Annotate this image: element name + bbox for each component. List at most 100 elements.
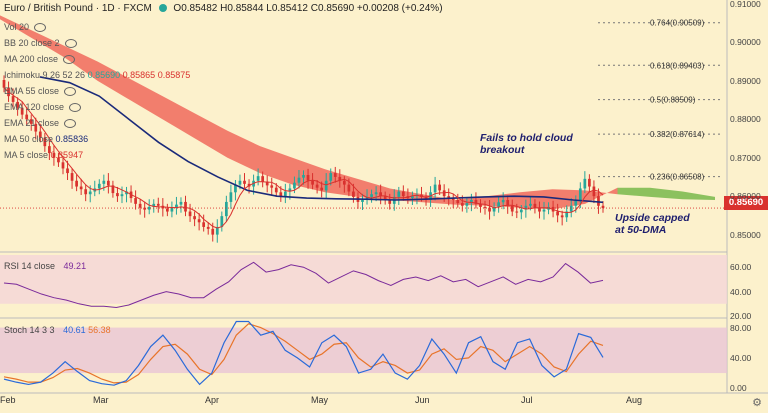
candle-body [578, 188, 582, 200]
eye-hidden-icon[interactable] [69, 103, 82, 113]
candle-body [202, 222, 206, 227]
stoch-legend[interactable]: Stoch 14 3 3 40.61 56.38 [4, 325, 111, 335]
rsi-axis-tick: 40.00 [730, 286, 752, 297]
candle-body [293, 182, 296, 189]
ma5-line [3, 87, 604, 229]
candle-body [370, 194, 373, 197]
eye-hidden-icon[interactable] [63, 55, 76, 65]
ichimoku-cloud-segment [682, 191, 715, 200]
candle-body [57, 157, 60, 163]
candle-body [401, 191, 405, 197]
candle-body [315, 184, 319, 188]
candle-body [107, 180, 110, 186]
candle-body [597, 196, 600, 206]
candle-body [175, 204, 178, 208]
legend-ema21[interactable]: EMA 21 close [4, 118, 77, 129]
candle-body [170, 207, 174, 212]
candle-body [270, 185, 274, 188]
eye-hidden-icon[interactable] [64, 87, 77, 97]
interval[interactable]: 1D [101, 3, 115, 14]
ma50-value: 0.85836 [55, 134, 89, 144]
candle-body [352, 191, 355, 197]
ichimoku-cloud-segment [32, 30, 65, 58]
eye-hidden-icon[interactable] [34, 23, 47, 33]
candle-body [193, 216, 196, 220]
rsi-value: 49.21 [63, 261, 87, 271]
market-status-icon [158, 4, 167, 13]
stoch-axis-tick: 0.00 [730, 383, 747, 394]
candle-body [288, 188, 292, 192]
ichimoku-cloud-segment [650, 187, 683, 200]
candle-body [283, 191, 287, 197]
candle-body [156, 203, 160, 206]
ichimoku-value-1: 0.85690 [87, 70, 121, 80]
candle-body [120, 194, 124, 197]
gear-icon[interactable]: ⚙ [752, 397, 762, 409]
ichimoku-cloud-segment [195, 113, 228, 158]
candle-body [302, 175, 305, 178]
candle-body [542, 209, 546, 212]
ichimoku-value-3: 0.85875 [157, 70, 191, 80]
rsi-line [3, 261, 604, 308]
candle-body [451, 198, 455, 200]
legend-bb-label: BB 20 close 2 [4, 38, 60, 48]
candle-body [479, 203, 482, 207]
time-axis-label: Jul [521, 395, 533, 405]
legend-ichimoku[interactable]: Ichimoku 9 26 52 26 0.85690 0.85865 0.85… [4, 70, 190, 80]
candle-body [243, 180, 246, 184]
candle-body [297, 177, 301, 183]
price-axis-tick: 0.87000 [730, 152, 761, 163]
legend-ma5[interactable]: MA 5 close 0.85947 [4, 150, 83, 160]
legend-bb[interactable]: BB 20 close 2 [4, 38, 77, 49]
legend-ma5-label: MA 5 close [4, 150, 49, 160]
candle-body [442, 190, 446, 197]
legend-vol[interactable]: Vol 20 [4, 22, 47, 33]
legend-ma50[interactable]: MA 50 close 0.85836 [4, 134, 88, 144]
candle-body [20, 107, 24, 115]
candle-body [88, 191, 92, 195]
candle-body [116, 193, 119, 197]
candle-body [224, 201, 228, 217]
candle-body [43, 137, 47, 147]
ichimoku-cloud-segment [97, 61, 130, 100]
candle-body [61, 162, 65, 169]
rsi-axis-tick: 60.00 [730, 262, 752, 273]
candle-body [483, 206, 487, 208]
candle-body [388, 200, 392, 204]
rsi-title: RSI 14 close [4, 261, 56, 271]
exchange: FXCM [123, 3, 152, 14]
legend-ema55[interactable]: EMA 55 close [4, 86, 77, 97]
candle-body [220, 216, 224, 227]
candle-body [338, 176, 342, 181]
candle-body [97, 183, 101, 189]
symbol-name[interactable]: Euro / British Pound [4, 3, 93, 14]
annotation-upside-line2: at 50-DMA [615, 224, 667, 236]
time-axis-label: Mar [93, 395, 109, 405]
time-axis-label: May [311, 395, 329, 405]
candle-body [152, 203, 156, 207]
candle-body [238, 180, 242, 185]
stoch-axis-tick: 80.00 [730, 322, 752, 333]
candle-body [206, 226, 210, 229]
annotation-upside-capped: Upside capped at 50-DMA [615, 212, 690, 236]
rsi-axis-tick: 20.00 [730, 311, 752, 321]
stoch-k-line [3, 320, 604, 386]
legend-ma200[interactable]: MA 200 close [4, 54, 76, 65]
eye-hidden-icon[interactable] [64, 39, 77, 49]
eye-hidden-icon[interactable] [64, 119, 77, 129]
candle-body [438, 184, 441, 191]
annotation-upside-line1: Upside capped [615, 212, 690, 224]
candle-body [29, 119, 33, 124]
stoch-k-value: 40.61 [63, 325, 86, 335]
candle-body [592, 186, 596, 197]
legend-vol-label: Vol 20 [4, 22, 30, 32]
candle-body [333, 173, 337, 177]
legend-ema120[interactable]: EMA 120 close [4, 102, 82, 113]
ma5-value: 0.85947 [50, 150, 84, 160]
candle-body [229, 192, 233, 202]
fib-level-label: 0.382(0.87614) [650, 130, 705, 139]
price-axis-tick: 0.88000 [730, 114, 761, 125]
rsi-legend[interactable]: RSI 14 close 49.21 [4, 261, 86, 271]
candle-body [574, 200, 578, 206]
